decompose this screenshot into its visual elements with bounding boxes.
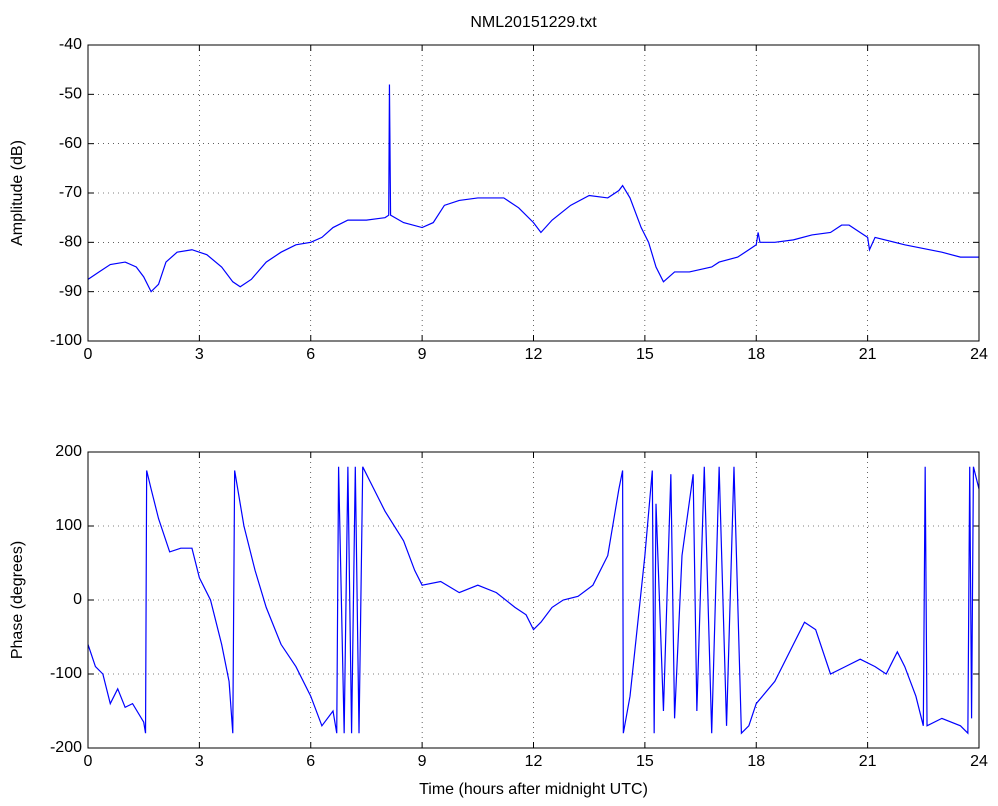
- y-tick-label: -90: [59, 283, 82, 300]
- y-tick-label: -40: [59, 36, 82, 53]
- chart-title: NML20151229.txt: [470, 14, 597, 31]
- y-tick-label: -100: [50, 332, 82, 349]
- x-tick-label: 9: [418, 753, 427, 770]
- x-tick-label: 15: [636, 346, 654, 363]
- x-tick-label: 3: [195, 346, 204, 363]
- x-tick-label: 12: [525, 346, 543, 363]
- x-tick-label: 0: [84, 753, 93, 770]
- x-tick-label: 0: [84, 346, 93, 363]
- y-tick-label: -80: [59, 234, 82, 251]
- data-line: [87, 466, 980, 735]
- x-tick-label: 6: [306, 346, 315, 363]
- x-tick-label: 21: [859, 753, 877, 770]
- x-tick-label: 6: [306, 753, 315, 770]
- x-tick-label: 9: [418, 346, 427, 363]
- x-tick-label: 18: [747, 346, 765, 363]
- x-tick-label: 24: [970, 346, 988, 363]
- x-tick-label: 12: [525, 753, 543, 770]
- y-tick-label: 0: [73, 591, 82, 608]
- y-axis-label: Amplitude (dB): [9, 140, 26, 246]
- data-line: [87, 84, 979, 293]
- y-tick-label: -70: [59, 184, 82, 201]
- y-tick-label: 200: [55, 443, 82, 460]
- y-tick-label: 100: [55, 517, 82, 534]
- x-tick-label: 15: [636, 753, 654, 770]
- x-tick-label: 24: [970, 753, 988, 770]
- y-tick-label: -100: [50, 665, 82, 682]
- x-axis-label: Time (hours after midnight UTC): [419, 781, 648, 798]
- x-tick-label: 18: [747, 753, 765, 770]
- axes-frame: [87, 451, 980, 749]
- y-axis-label: Phase (degrees): [9, 541, 26, 659]
- x-tick-label: 3: [195, 753, 204, 770]
- y-tick-label: -50: [59, 86, 82, 103]
- axes-frame: [87, 44, 980, 342]
- y-tick-label: -200: [50, 739, 82, 756]
- x-tick-label: 21: [859, 346, 877, 363]
- y-tick-label: -60: [59, 135, 82, 152]
